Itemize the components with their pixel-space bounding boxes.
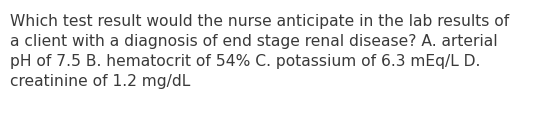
Text: Which test result would the nurse anticipate in the lab results of
a client with: Which test result would the nurse antici…	[10, 14, 509, 89]
